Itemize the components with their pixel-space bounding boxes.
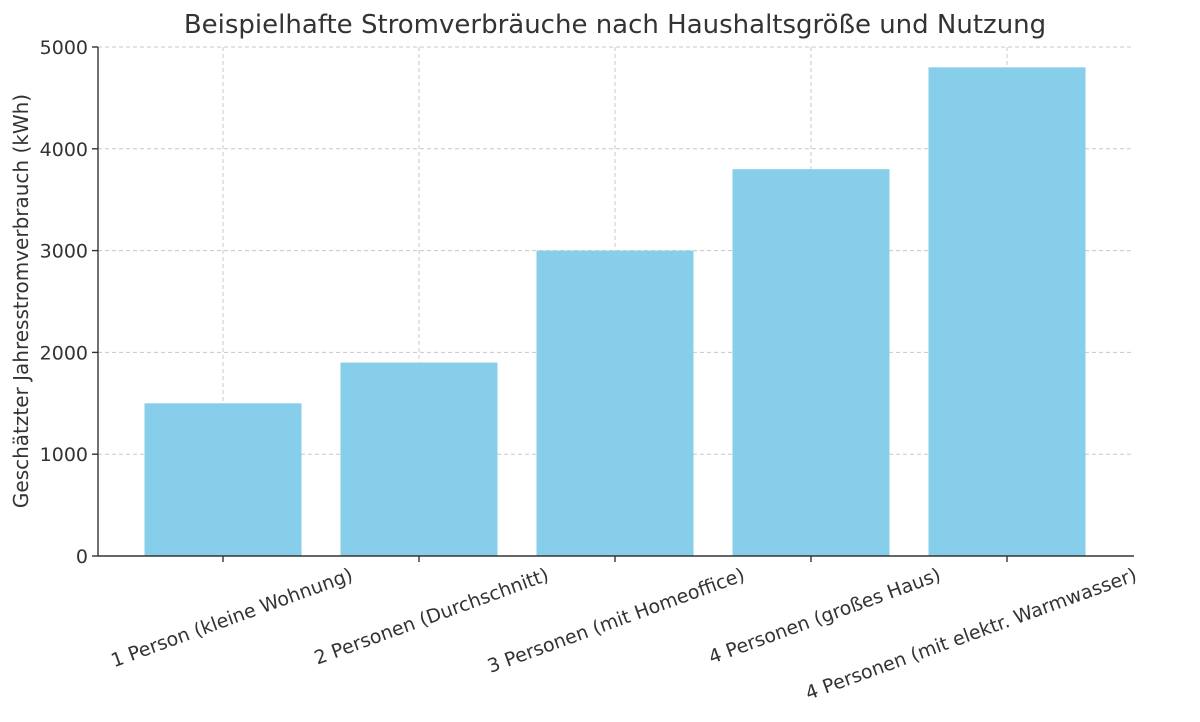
bar (536, 250, 694, 556)
x-tick-label: 4 Personen (mit elektr. Warmwasser) (803, 564, 1140, 705)
bar (340, 362, 498, 556)
y-tick-label: 3000 (40, 241, 88, 263)
bars (144, 67, 1086, 557)
bar (928, 67, 1086, 557)
y-axis-label: Geschätzter Jahresstromverbrauch (kWh) (9, 94, 33, 508)
y-tick-label: 5000 (40, 37, 88, 59)
y-tick-label: 1000 (40, 444, 88, 466)
bar (144, 403, 302, 556)
y-axis-ticks: 0 1000 2000 3000 4000 5000 (40, 37, 98, 568)
y-tick-label: 0 (76, 546, 88, 568)
y-tick-label: 4000 (40, 139, 88, 161)
x-axis-ticks: 1 Person (kleine Wohnung)2 Personen (Dur… (108, 556, 1140, 705)
bar (732, 169, 890, 556)
chart-title: Beispielhafte Stromverbräuche nach Haush… (184, 10, 1046, 40)
y-tick-label: 2000 (40, 342, 88, 364)
